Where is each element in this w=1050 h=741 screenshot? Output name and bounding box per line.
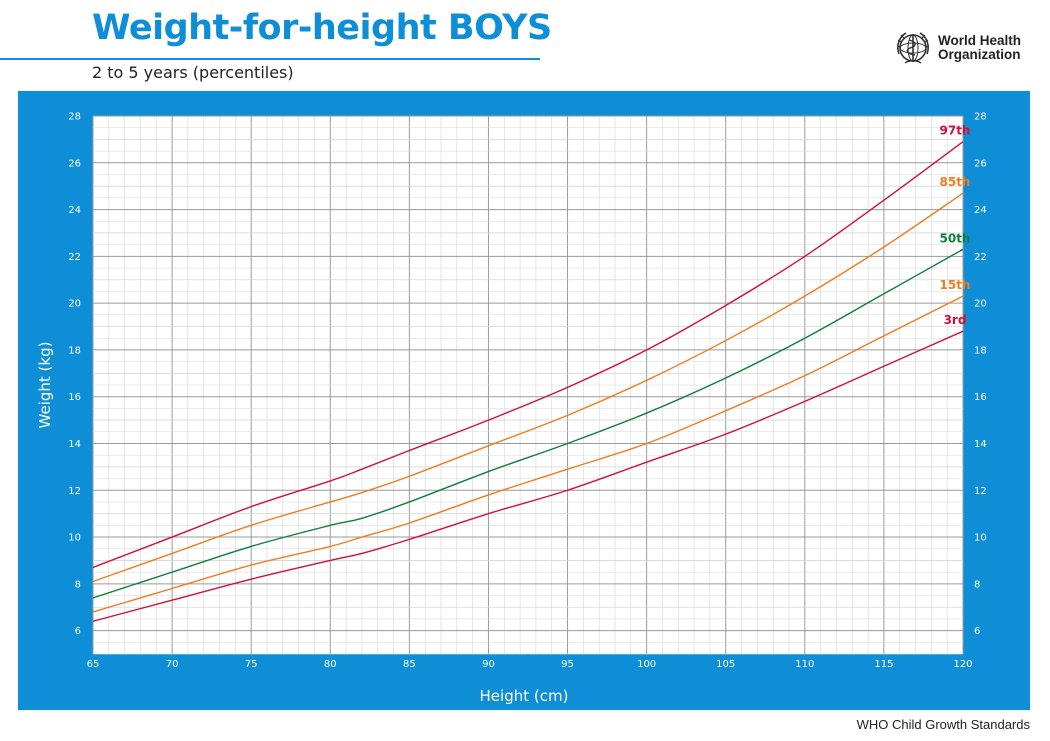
y-tick-label-right: 20 [974, 299, 987, 310]
x-axis-label: Height (cm) [480, 687, 569, 705]
who-logo-line-2: Organization [938, 47, 1021, 62]
x-tick-label: 90 [482, 659, 495, 670]
series-line-3rd [92, 330, 964, 622]
y-tick-label-left: 10 [68, 533, 81, 544]
x-tick-label: 95 [561, 659, 574, 670]
series-label-3rd: 3rd [944, 313, 967, 327]
x-tick-label: 80 [324, 659, 337, 670]
x-tick-label: 115 [874, 659, 893, 670]
y-tick-label-right: 22 [974, 252, 987, 263]
series-label-15th: 15th [940, 278, 971, 292]
x-tick-label: 70 [166, 659, 179, 670]
series-group [92, 141, 964, 622]
y-tick-label-right: 18 [974, 345, 987, 356]
y-tick-label-left: 16 [68, 392, 81, 403]
series-label-50th: 50th [940, 231, 971, 245]
series-line-97th [92, 141, 964, 569]
axes: 65 70 75 80 85 90 95 100 105 110 115 120 6 6 8 8 10 10 12 1… [68, 112, 986, 671]
title-underline [0, 58, 540, 60]
x-tick-label: 120 [953, 659, 972, 670]
y-tick-label-left: 14 [68, 439, 81, 450]
series-label-97th: 97th [940, 124, 971, 138]
x-tick-label: 110 [795, 659, 814, 670]
chart-panel: 65 70 75 80 85 90 95 100 105 110 115 120 6 6 8 8 10 10 12 1… [18, 91, 1030, 710]
y-tick-label-left: 12 [68, 486, 81, 497]
who-logo-line-1: World Health [938, 33, 1022, 48]
who-logo-text: World Health Organization [938, 34, 1021, 62]
series-line-50th [92, 248, 964, 599]
y-tick-label-right: 26 [974, 158, 987, 169]
footer-text: WHO Child Growth Standards [856, 717, 1030, 732]
y-tick-label-left: 28 [68, 112, 81, 123]
y-tick-label-left: 8 [75, 579, 81, 590]
series-line-15th [92, 295, 964, 613]
y-tick-label-left: 6 [75, 626, 81, 637]
x-tick-label: 75 [245, 659, 258, 670]
growth-chart: 65 70 75 80 85 90 95 100 105 110 115 120 6 6 8 8 10 10 12 1… [36, 112, 987, 706]
x-tick-label: 105 [716, 659, 735, 670]
series-label-85th: 85th [940, 175, 971, 189]
y-tick-label-left: 22 [68, 252, 81, 263]
y-tick-label-left: 20 [68, 299, 81, 310]
who-emblem-icon [896, 32, 930, 64]
y-tick-label-left: 18 [68, 345, 81, 356]
y-tick-label-right: 24 [974, 205, 987, 216]
y-tick-label-right: 16 [974, 392, 987, 403]
x-tick-label: 100 [637, 659, 656, 670]
y-tick-label-right: 8 [974, 579, 980, 590]
x-tick-label: 65 [87, 659, 100, 670]
x-tick-label: 85 [403, 659, 416, 670]
who-logo: World Health Organization [893, 28, 1021, 68]
y-tick-label-right: 14 [974, 439, 987, 450]
y-tick-label-right: 12 [974, 486, 987, 497]
y-axis-label: Weight (kg) [36, 342, 54, 429]
y-tick-label-left: 24 [68, 205, 81, 216]
series-labels: 97th 85th 50th 15th 3rd [940, 124, 971, 327]
y-tick-label-right: 6 [974, 626, 980, 637]
page-subtitle: 2 to 5 years (percentiles) [92, 63, 294, 82]
y-tick-label-left: 26 [68, 158, 81, 169]
y-tick-label-right: 10 [974, 533, 987, 544]
series-line-85th [92, 192, 964, 583]
page-title: Weight-for-height BOYS [92, 8, 552, 48]
y-tick-label-right: 28 [974, 112, 987, 123]
